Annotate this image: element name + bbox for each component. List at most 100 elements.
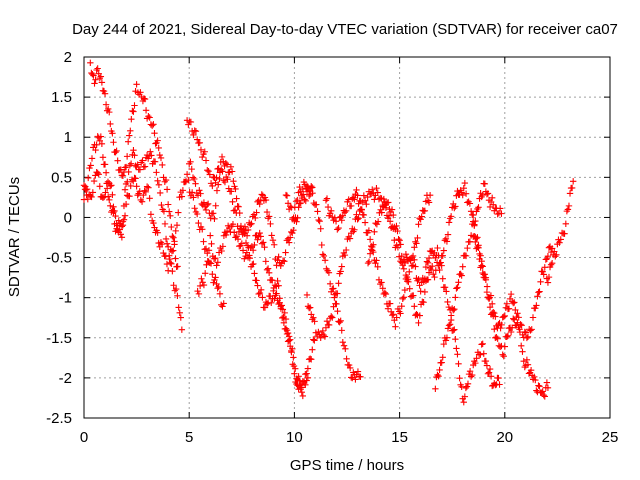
data-point bbox=[104, 193, 112, 200]
data-point bbox=[137, 89, 144, 96]
data-point bbox=[275, 282, 282, 289]
data-point bbox=[443, 238, 451, 245]
x-axis-label: GPS time / hours bbox=[290, 457, 404, 474]
data-point bbox=[401, 286, 409, 294]
data-point bbox=[548, 260, 556, 267]
data-point bbox=[254, 236, 261, 243]
data-point bbox=[150, 219, 157, 227]
series-track-2 bbox=[87, 59, 181, 271]
data-point bbox=[170, 234, 177, 241]
data-point bbox=[503, 333, 511, 340]
data-point bbox=[501, 312, 508, 320]
data-point bbox=[309, 346, 316, 353]
data-point bbox=[235, 203, 242, 210]
data-point bbox=[204, 167, 211, 174]
data-point bbox=[282, 191, 290, 199]
data-point bbox=[353, 211, 360, 218]
data-point bbox=[265, 213, 273, 220]
data-point bbox=[417, 288, 424, 295]
data-point bbox=[156, 189, 164, 197]
data-point bbox=[361, 219, 369, 226]
data-point bbox=[213, 187, 221, 194]
data-point bbox=[191, 205, 198, 212]
data-point bbox=[382, 204, 390, 211]
data-point bbox=[533, 387, 540, 394]
data-point bbox=[270, 287, 277, 295]
data-point bbox=[319, 251, 327, 258]
data-point bbox=[401, 259, 409, 267]
data-point bbox=[481, 180, 489, 187]
data-point bbox=[231, 229, 238, 236]
data-point bbox=[87, 192, 94, 200]
data-point bbox=[291, 370, 298, 377]
data-point bbox=[298, 388, 305, 396]
data-point bbox=[378, 209, 385, 216]
data-point bbox=[461, 393, 469, 400]
data-point bbox=[297, 199, 304, 207]
data-point bbox=[273, 290, 280, 297]
data-point bbox=[151, 129, 158, 137]
data-point bbox=[421, 288, 429, 296]
data-point bbox=[377, 206, 384, 213]
data-point bbox=[134, 161, 141, 168]
data-point bbox=[415, 276, 422, 283]
data-point bbox=[447, 213, 455, 220]
data-point bbox=[314, 208, 321, 215]
data-point bbox=[155, 144, 162, 152]
data-point bbox=[107, 202, 114, 210]
data-point bbox=[209, 210, 217, 217]
data-point bbox=[303, 182, 311, 190]
data-point bbox=[215, 181, 222, 188]
data-point bbox=[462, 190, 470, 197]
data-point bbox=[130, 146, 137, 154]
data-point bbox=[455, 360, 462, 367]
data-point bbox=[333, 300, 340, 308]
data-point bbox=[500, 313, 507, 320]
data-point bbox=[518, 322, 525, 329]
data-point bbox=[249, 261, 256, 268]
data-point bbox=[349, 374, 356, 382]
data-point bbox=[237, 222, 245, 230]
data-point bbox=[132, 175, 139, 182]
data-point bbox=[472, 359, 479, 367]
data-point bbox=[541, 393, 548, 400]
data-point bbox=[212, 274, 219, 281]
data-point bbox=[110, 203, 117, 211]
data-point bbox=[162, 253, 169, 260]
data-point bbox=[379, 285, 386, 292]
data-point bbox=[279, 257, 287, 264]
data-point bbox=[136, 166, 144, 173]
data-point bbox=[128, 116, 135, 123]
data-point bbox=[112, 149, 119, 156]
data-point bbox=[535, 382, 542, 389]
data-point bbox=[107, 120, 114, 128]
data-point bbox=[330, 285, 337, 292]
data-point bbox=[458, 272, 465, 279]
data-point bbox=[188, 189, 196, 196]
data-point bbox=[507, 290, 515, 298]
data-point bbox=[311, 318, 318, 325]
data-point bbox=[459, 191, 466, 199]
data-point bbox=[440, 247, 447, 254]
data-point bbox=[213, 174, 220, 181]
data-point bbox=[408, 262, 416, 270]
data-point bbox=[532, 376, 539, 384]
data-point bbox=[442, 337, 450, 344]
data-point bbox=[222, 231, 230, 239]
data-point bbox=[365, 258, 373, 265]
data-point bbox=[172, 227, 179, 235]
data-point bbox=[519, 348, 526, 355]
data-point bbox=[466, 367, 474, 375]
data-point bbox=[425, 254, 433, 262]
data-point bbox=[218, 153, 226, 161]
data-point bbox=[101, 161, 109, 168]
data-point bbox=[407, 257, 414, 264]
data-point bbox=[517, 321, 524, 328]
data-point bbox=[373, 184, 380, 192]
data-point bbox=[236, 209, 243, 217]
data-point bbox=[515, 314, 522, 321]
data-point bbox=[424, 259, 432, 266]
data-point bbox=[212, 255, 219, 262]
data-point bbox=[415, 221, 422, 228]
data-point bbox=[534, 388, 541, 396]
